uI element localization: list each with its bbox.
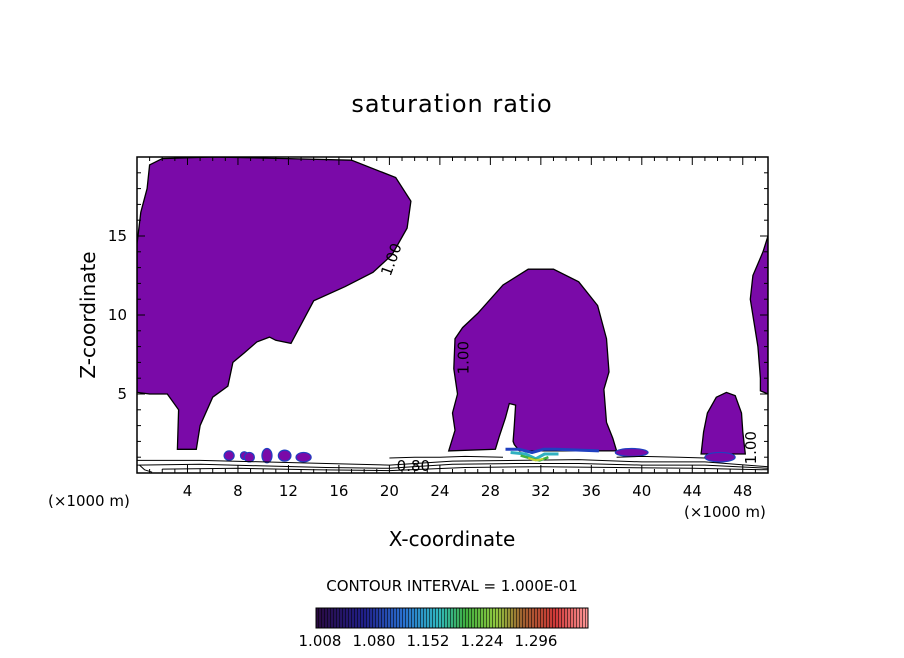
contour-label-1: 1.00 (454, 341, 472, 374)
plot-area: 1.001.000.801.00 (137, 157, 768, 475)
x-tick-label: 48 (733, 482, 752, 500)
x-tick-label: 40 (632, 482, 651, 500)
colorbar-tick-label: 1.296 (515, 632, 558, 650)
contour-label-3: 1.00 (742, 431, 760, 464)
small-patch-5 (295, 451, 312, 463)
contour-label-2: 0.80 (397, 457, 430, 475)
band-line-3 (527, 457, 544, 462)
y-axis-title: Z-coordinate (76, 251, 100, 378)
x-tick-label: 36 (582, 482, 601, 500)
contour-line-1 (137, 463, 768, 469)
small-patch-7 (704, 451, 736, 463)
contour-line-3 (389, 455, 504, 459)
colorbar-tick-label: 1.152 (407, 632, 450, 650)
x-unit-label-left: (×1000 m) (48, 492, 130, 510)
x-tick-label: 28 (481, 482, 500, 500)
x-tick-label: 20 (380, 482, 399, 500)
colorbar-tick-label: 1.224 (461, 632, 504, 650)
x-tick-label: 32 (531, 482, 550, 500)
small-patch-6 (614, 447, 649, 458)
x-axis-title: X-coordinate (389, 527, 516, 551)
x-tick-label: 16 (329, 482, 348, 500)
contour-line-4 (616, 455, 705, 459)
chart-title: saturation ratio (351, 90, 552, 118)
x-tick-label: 44 (683, 482, 702, 500)
colorbar-stripes (316, 608, 588, 628)
y-tick-label: 10 (108, 306, 127, 324)
x-tick-label: 4 (183, 482, 193, 500)
x-unit-label-right: (×1000 m) (684, 503, 766, 521)
small-patch-2 (243, 451, 255, 463)
colorbar-frame (315, 607, 589, 629)
contour-line-5 (139, 464, 153, 473)
small-patch-3 (261, 447, 273, 464)
band-line-1 (510, 451, 559, 461)
contour-line-2 (162, 466, 768, 472)
y-tick-label: 15 (108, 227, 127, 245)
small-patch-0 (223, 450, 235, 461)
region-right-small-cloud (700, 391, 747, 455)
region-right-edge-cloud (749, 235, 768, 395)
region-left-cloud (137, 157, 412, 450)
y-tick-label: 5 (117, 385, 127, 403)
contour-interval-text: CONTOUR INTERVAL = 1.000E-01 (326, 577, 577, 595)
region-center-cloud (447, 268, 618, 452)
colorbar (315, 607, 589, 629)
x-tick-label: 8 (233, 482, 243, 500)
colorbar-tick-label: 1.008 (299, 632, 342, 650)
band-line-0 (505, 447, 599, 454)
colorbar-labels: 1.008 1.080 1.152 1.224 1.296 (299, 632, 558, 650)
x-tick-label: 24 (430, 482, 449, 500)
contour-line-0 (137, 459, 768, 468)
small-patch-4 (277, 449, 292, 462)
x-tick-label: 12 (279, 482, 298, 500)
colorbar-tick-label: 1.080 (353, 632, 396, 650)
